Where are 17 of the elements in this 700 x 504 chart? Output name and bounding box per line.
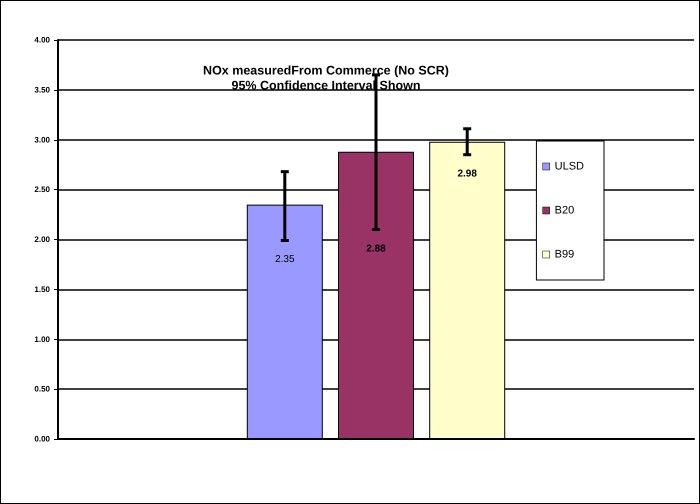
data-label: 2.98 [457, 168, 478, 180]
data-label: 2.88 [366, 243, 386, 254]
legend-label: ULSD [554, 160, 584, 172]
y-tick-label: 2.50 [34, 185, 51, 194]
y-tick-label: 3.50 [34, 85, 51, 94]
y-tick-label: 1.50 [34, 284, 51, 294]
data-label: 2.35 [275, 254, 295, 266]
y-tick-label: 0.00 [34, 434, 51, 444]
legend-label: B20 [554, 204, 574, 216]
y-tick-label: 2.00 [34, 235, 51, 244]
y-tick-label: 4.00 [34, 36, 51, 44]
legend-label: B99 [554, 248, 574, 260]
y-tick-label: 3.00 [34, 135, 51, 144]
text: NOx measuredFrom Commerce (No SCR) [203, 64, 449, 78]
y-tick-label: 1.00 [34, 334, 51, 344]
y-tick-label: 0.50 [34, 384, 51, 394]
text: 95% Confidence Interval Shown [232, 78, 420, 92]
